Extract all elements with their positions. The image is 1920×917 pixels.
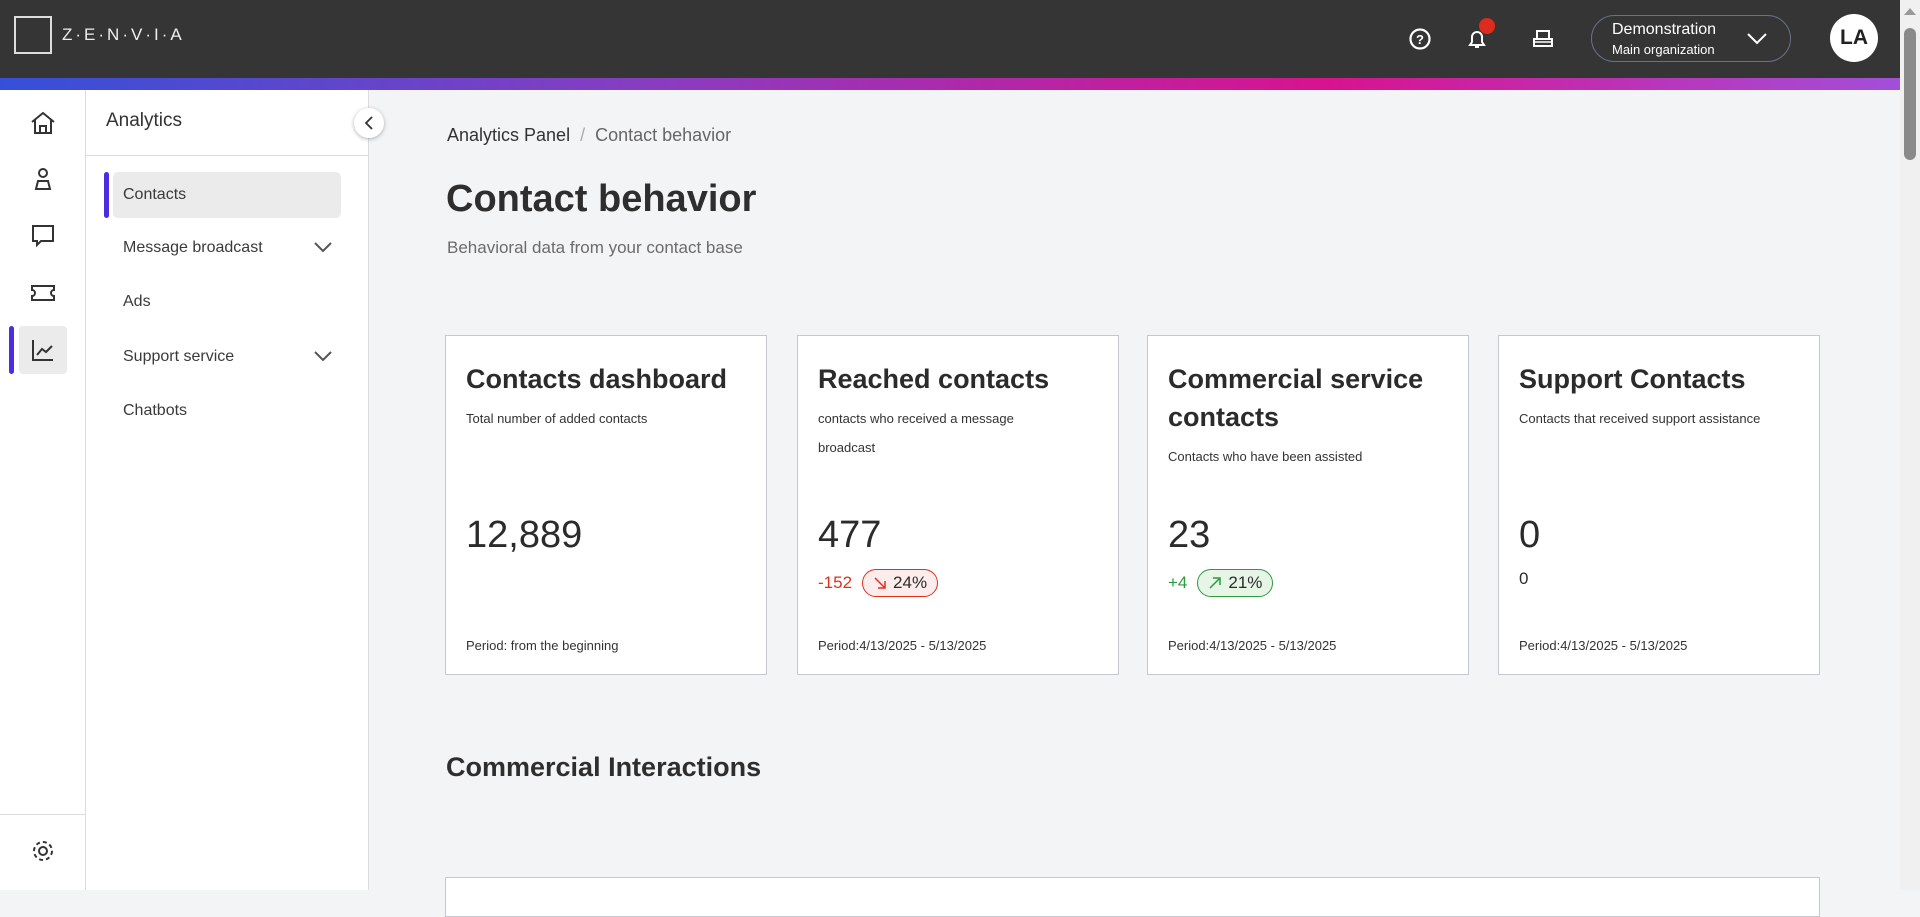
breadcrumb-parent[interactable]: Analytics Panel: [447, 125, 571, 145]
card-value: 0: [1519, 514, 1541, 556]
card-description: Contacts that received support assistanc…: [1519, 411, 1761, 426]
divider: [0, 814, 86, 815]
nav-label: Support service: [123, 348, 235, 365]
card-title: Commercial service contacts: [1168, 364, 1424, 432]
svg-text:?: ?: [1416, 32, 1424, 47]
icon-rail: [0, 90, 86, 890]
nav-item-chatbots[interactable]: Chatbots: [113, 388, 341, 434]
card-value: 23: [1168, 514, 1211, 556]
card-title: Reached contacts: [818, 364, 1050, 394]
trend-percent: 21%: [1228, 573, 1263, 592]
card-description: Contacts who have been assisted: [1168, 449, 1363, 464]
chevron-down-icon: [1747, 33, 1767, 45]
chat-icon[interactable]: [19, 212, 67, 260]
active-indicator: [9, 326, 14, 374]
notification-badge: [1479, 18, 1495, 34]
breadcrumb: Analytics Panel / Contact behavior: [447, 125, 731, 146]
ticket-icon[interactable]: [19, 269, 67, 317]
arrow-up-right-icon: [1209, 577, 1222, 589]
nav-label: Chatbots: [123, 402, 188, 419]
divider: [86, 155, 369, 156]
nav-label: Ads: [123, 293, 151, 310]
chevron-down-icon: [314, 351, 332, 362]
reached-contacts-card: Reached contacts contacts who received a…: [797, 335, 1119, 675]
contacts-dashboard-card: Contacts dashboard Total number of added…: [445, 335, 767, 675]
scrollbar[interactable]: [1900, 0, 1920, 890]
avatar[interactable]: LA: [1830, 14, 1878, 62]
nav-item-message-broadcast[interactable]: Message broadcast: [113, 225, 341, 271]
logo-mark: [14, 16, 52, 54]
analytics-chart-icon[interactable]: [19, 326, 67, 374]
submenu-title: Analytics: [106, 110, 183, 131]
analytics-submenu: Analytics Contacts Message broadcast Ads…: [86, 90, 369, 890]
commercial-interactions-panel: [445, 877, 1820, 917]
bell-icon[interactable]: [1464, 26, 1490, 52]
trend-percent: 24%: [893, 573, 928, 592]
trend-badge: 24%: [862, 569, 939, 597]
active-indicator: [104, 172, 109, 218]
organization-selector[interactable]: Demonstration Main organization: [1591, 15, 1791, 62]
card-period: Period:4/13/2025 - 5/13/2025: [1519, 638, 1688, 653]
person-icon[interactable]: [19, 155, 67, 203]
arrow-down-right-icon: [874, 577, 886, 589]
nav-item-ads[interactable]: Ads: [113, 279, 341, 325]
nav-item-contacts[interactable]: Contacts: [113, 172, 341, 218]
brand-gradient-bar: [0, 78, 1900, 90]
card-delta: 0: [1519, 569, 1529, 588]
page-subtitle: Behavioral data from your contact base: [447, 238, 743, 257]
collapse-sidebar-button[interactable]: [354, 108, 384, 138]
org-name: Demonstration: [1612, 21, 1717, 38]
scroll-up-arrow[interactable]: [1904, 8, 1916, 15]
card-period: Period:4/13/2025 - 5/13/2025: [1168, 638, 1337, 653]
top-bar: Z·E·N·V·I·A ? Demonstration Main organiz…: [0, 0, 1900, 78]
trend-badge: 21%: [1197, 569, 1274, 597]
section-title: Commercial Interactions: [446, 752, 762, 782]
org-subtitle: Main organization: [1612, 42, 1715, 57]
nav-label: Message broadcast: [123, 239, 263, 256]
scrollbar-thumb[interactable]: [1904, 28, 1916, 160]
card-description: contacts who received a message broadcas…: [818, 411, 1014, 455]
nav-label: Contacts: [123, 186, 187, 203]
card-period: Period: from the beginning: [466, 638, 619, 653]
gear-icon[interactable]: [19, 827, 67, 875]
card-value: 12,889: [466, 514, 583, 556]
card-value: 477: [818, 514, 882, 556]
breadcrumb-separator: /: [580, 125, 586, 145]
card-delta: -152: [818, 573, 853, 592]
help-circle-icon[interactable]: ?: [1407, 26, 1433, 52]
page-title: Contact behavior: [446, 178, 757, 220]
card-delta: +4: [1168, 573, 1188, 592]
zenvia-logo[interactable]: Z·E·N·V·I·A: [14, 16, 185, 54]
card-title: Contacts dashboard: [466, 364, 728, 394]
nav-item-support-service[interactable]: Support service: [113, 334, 341, 380]
logo-text: Z·E·N·V·I·A: [62, 25, 185, 44]
commercial-service-contacts-card: Commercial service contacts Contacts who…: [1147, 335, 1469, 675]
card-title: Support Contacts: [1519, 364, 1746, 394]
chevron-down-icon: [314, 242, 332, 253]
home-icon[interactable]: [19, 99, 67, 147]
support-contacts-card: Support Contacts Contacts that received …: [1498, 335, 1820, 675]
chevron-left-icon: [364, 116, 373, 130]
breadcrumb-current: Contact behavior: [595, 125, 732, 145]
card-description: Total number of added contacts: [466, 411, 648, 426]
inbox-tray-icon[interactable]: [1530, 26, 1556, 52]
card-period: Period:4/13/2025 - 5/13/2025: [818, 638, 987, 653]
